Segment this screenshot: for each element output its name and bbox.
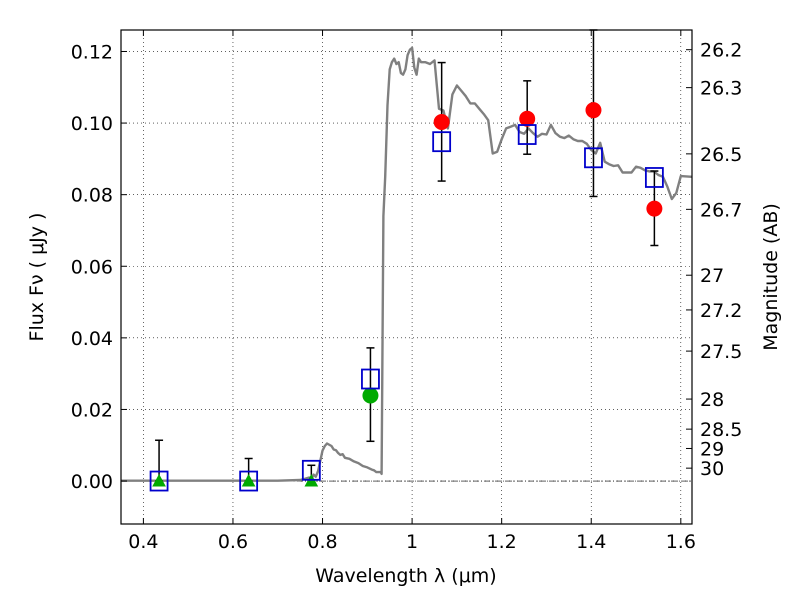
- x-tick-label: 0.8: [307, 531, 337, 553]
- x-axis-title: Wavelength λ (μm): [315, 565, 496, 587]
- model-band-square: [301, 459, 321, 481]
- x-tick-label: 0.4: [128, 531, 158, 553]
- x-tick-label: 0.6: [218, 531, 248, 553]
- detection-point: [433, 113, 450, 130]
- y-axis-title: Flux Fν ( μJy ): [26, 213, 48, 342]
- axis-ticks: 0.4 0.6 0.8 1 1.2 1.4 1.6 0.00 0.02 0.04 0.06 0.08 0…: [71, 30, 742, 553]
- upper-limit-triangle: [241, 473, 256, 487]
- magnitude-tick-label: 27: [700, 265, 724, 287]
- model-band-square: [239, 470, 259, 492]
- detection-point: [519, 110, 536, 127]
- detection-point: [646, 200, 663, 217]
- model-band-square: [584, 147, 603, 169]
- model-band-square: [517, 124, 537, 145]
- y-tick-label: 0.04: [71, 328, 113, 350]
- x-tick-label: 1: [406, 531, 418, 553]
- y-tick-label: 0.08: [71, 185, 113, 207]
- magnitude-tick-label: 26.5: [700, 144, 742, 166]
- y-tick-label: 0.10: [71, 113, 113, 135]
- magnitude-tick-label: 30: [700, 458, 724, 480]
- marginal-detection-point: [362, 387, 379, 404]
- magnitude-tick-label: 28: [700, 389, 724, 411]
- x-tick-label: 1.6: [666, 531, 696, 553]
- magnitude-tick-label: 27.2: [700, 300, 742, 322]
- model-band-square: [644, 167, 664, 188]
- magnitude-tick-label: 27.5: [700, 341, 742, 363]
- upper-limit-triangle: [152, 473, 166, 487]
- magnitude-tick-label: 29: [700, 438, 724, 460]
- y2-axis-title: Magnitude (AB): [760, 203, 782, 351]
- plot-area: [121, 29, 693, 492]
- detection-point: [585, 102, 602, 119]
- magnitude-tick-label: 26.2: [700, 40, 742, 62]
- plot-frame: [120, 29, 693, 525]
- y-tick-label: 0.00: [71, 471, 113, 493]
- grid-lines: [121, 30, 692, 524]
- x-tick-label: 1.4: [576, 531, 606, 553]
- model-band-square: [149, 470, 169, 492]
- y-tick-label: 0.06: [71, 256, 113, 278]
- y-tick-label: 0.12: [71, 41, 113, 63]
- magnitude-tick-label: 26.3: [700, 78, 742, 100]
- model-spectrum-line: [121, 46, 693, 482]
- model-band-square: [361, 368, 380, 390]
- model-band-square: [432, 131, 452, 153]
- x-tick-label: 1.2: [487, 531, 517, 553]
- magnitude-tick-label: 28.5: [700, 419, 742, 441]
- y-tick-label: 0.02: [71, 399, 113, 421]
- magnitude-tick-label: 26.7: [700, 199, 742, 221]
